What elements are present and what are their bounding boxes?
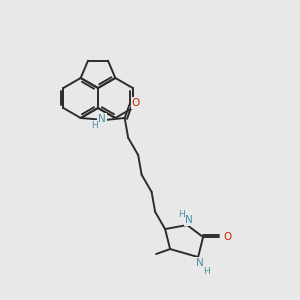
Text: N: N [196, 258, 204, 268]
Text: H: H [91, 121, 98, 130]
Text: N: N [185, 215, 193, 225]
Text: H: H [178, 209, 184, 218]
Text: N: N [98, 114, 106, 124]
Text: O: O [223, 232, 231, 242]
Text: H: H [203, 266, 209, 275]
Text: O: O [132, 98, 140, 108]
